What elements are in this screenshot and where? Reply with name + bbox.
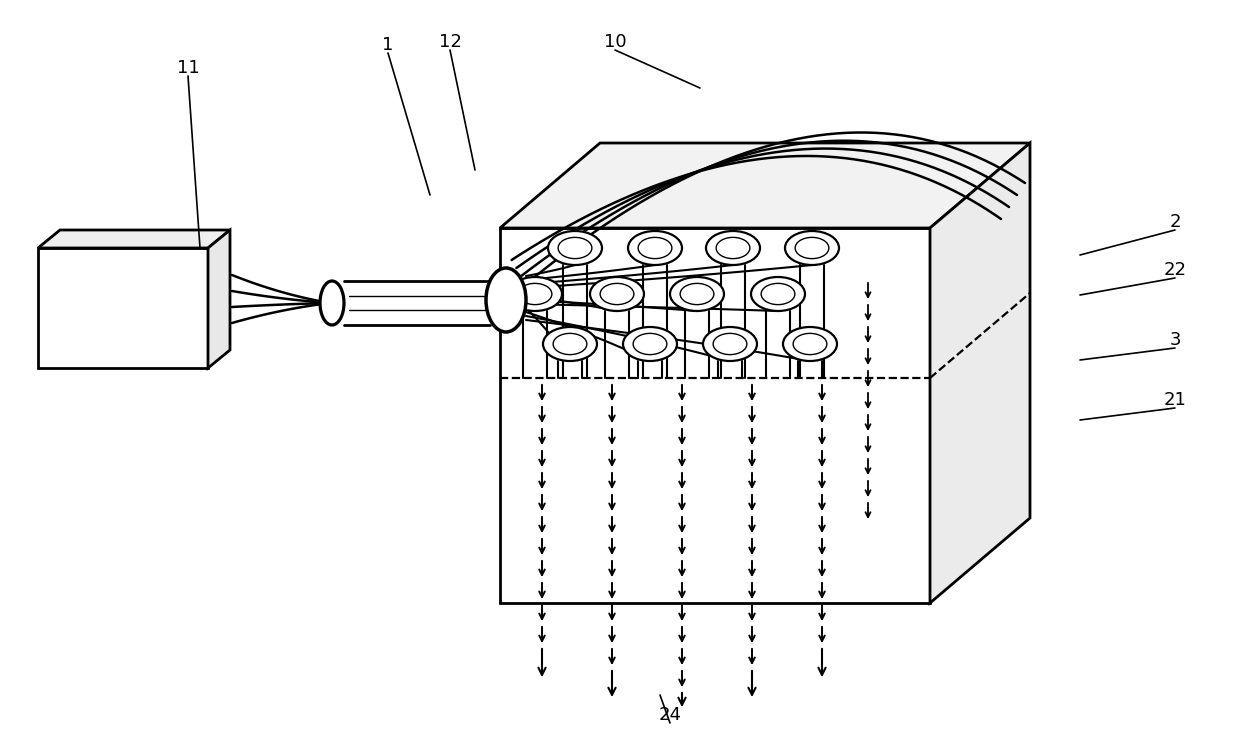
Ellipse shape bbox=[680, 283, 714, 304]
Text: 21: 21 bbox=[1163, 391, 1187, 409]
Ellipse shape bbox=[558, 237, 592, 259]
Ellipse shape bbox=[783, 327, 838, 361]
Ellipse shape bbox=[543, 327, 597, 361]
Ellipse shape bbox=[320, 281, 344, 325]
Ellipse shape bbox=[714, 334, 747, 355]
Ellipse shape bbox=[786, 231, 839, 265]
Ellipse shape bbox=[703, 327, 757, 361]
Ellipse shape bbox=[623, 327, 676, 361]
Ellipse shape bbox=[706, 231, 760, 265]
Polygon shape bbox=[501, 143, 1030, 228]
Ellipse shape bbox=[553, 334, 587, 355]
Ellipse shape bbox=[761, 283, 795, 304]
Ellipse shape bbox=[751, 277, 805, 311]
Ellipse shape bbox=[590, 277, 644, 311]
Ellipse shape bbox=[600, 283, 634, 304]
Ellipse shape bbox=[548, 231, 602, 265]
Text: 12: 12 bbox=[439, 33, 461, 51]
Polygon shape bbox=[38, 230, 230, 248]
Ellipse shape bbox=[633, 334, 667, 355]
Ellipse shape bbox=[508, 277, 563, 311]
Text: 3: 3 bbox=[1170, 331, 1181, 349]
Ellipse shape bbox=[793, 334, 826, 355]
Polygon shape bbox=[208, 230, 230, 368]
Polygon shape bbox=[930, 143, 1030, 603]
Text: 2: 2 bbox=[1170, 213, 1181, 231]
Ellipse shape bbox=[638, 237, 672, 259]
Text: 24: 24 bbox=[658, 706, 681, 724]
Text: 11: 11 bbox=[177, 59, 199, 77]
Ellipse shape bbox=[628, 231, 681, 265]
Ellipse shape bbox=[795, 237, 829, 259]
Polygon shape bbox=[38, 248, 208, 368]
Polygon shape bbox=[501, 228, 930, 603]
Ellipse shape bbox=[486, 268, 527, 332]
Text: 22: 22 bbox=[1163, 261, 1187, 279]
Text: 10: 10 bbox=[603, 33, 626, 51]
Ellipse shape bbox=[716, 237, 750, 259]
Ellipse shape bbox=[518, 283, 551, 304]
Text: 1: 1 bbox=[383, 36, 394, 54]
Ellipse shape bbox=[670, 277, 724, 311]
